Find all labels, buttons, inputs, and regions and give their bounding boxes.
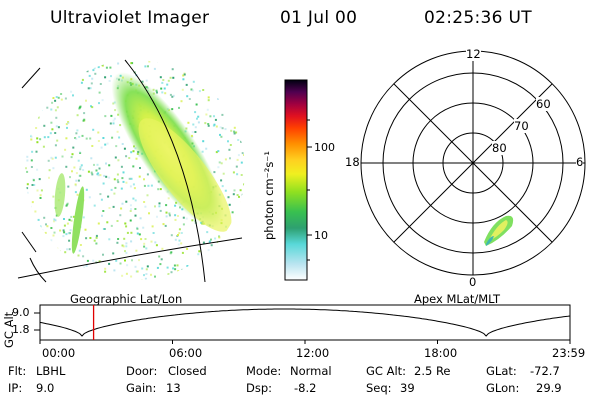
mlt-label-6: 6 xyxy=(576,155,584,169)
instrument-title: Ultraviolet Imager xyxy=(50,8,210,28)
dsp-value: -8.2 xyxy=(294,381,317,395)
geographic-caption: Geographic Lat/Lon xyxy=(70,292,183,306)
glat-value: -72.7 xyxy=(530,364,560,378)
geo-meridian xyxy=(124,59,206,283)
date-label: 01 Jul 00 xyxy=(280,8,358,28)
dsp-label: Dsp: xyxy=(246,381,273,395)
glon-value: 29.9 xyxy=(536,381,562,395)
mlt-label-18: 18 xyxy=(345,155,360,169)
ip-value: 9.0 xyxy=(36,381,55,395)
lat-label-80: 80 xyxy=(492,141,507,155)
alt-ytick-1.8: 1.8 xyxy=(12,323,30,336)
apex-caption: Apex MLat/MLT xyxy=(414,292,501,306)
alt-xtick-2359: 23:59 xyxy=(552,346,586,360)
alt-xtick-1800: 18:00 xyxy=(424,346,458,360)
mlt-label-0: 0 xyxy=(469,275,477,289)
colorbar xyxy=(284,79,308,281)
lat-label-70: 70 xyxy=(514,119,529,133)
mode-label: Mode: xyxy=(246,364,282,378)
polar-plot xyxy=(360,50,586,276)
lat-label-60: 60 xyxy=(536,97,551,111)
glon-label: GLon: xyxy=(486,381,520,395)
gain-label: Gain: xyxy=(126,381,157,395)
alt-xtick-1200: 12:00 xyxy=(296,346,330,360)
alt-xtick-0600: 06:00 xyxy=(169,346,203,360)
seq-value: 39 xyxy=(400,381,415,395)
mlt-label-12: 12 xyxy=(466,47,481,61)
polar-aurora xyxy=(484,215,514,246)
gc-alt-label: GC Alt: xyxy=(366,364,407,378)
ip-label: IP: xyxy=(8,381,23,395)
colorbar-tick-10: 10 xyxy=(314,229,328,242)
gain-value: 13 xyxy=(166,381,181,395)
door-value: Closed xyxy=(168,364,207,378)
gc-alt-value: 2.5 Re xyxy=(414,364,451,378)
time-label: 02:25:36 UT xyxy=(424,8,532,28)
colorbar-unit-label: photon cm⁻²s⁻¹ xyxy=(262,151,276,240)
seq-label: Seq: xyxy=(366,381,392,395)
door-label: Door: xyxy=(126,364,158,378)
colorbar-tick-100: 100 xyxy=(314,141,335,154)
filter-value: LBHL xyxy=(36,364,66,378)
geo-parallel xyxy=(17,237,243,279)
filter-label: Flt: xyxy=(8,364,27,378)
geographic-image xyxy=(25,60,245,280)
alt-ytick-9: 9.0 xyxy=(12,306,30,319)
alt-xtick-0000: 00:00 xyxy=(42,346,76,360)
mode-value: Normal xyxy=(290,364,332,378)
altitude-curve xyxy=(39,308,571,337)
glat-label: GLat: xyxy=(486,364,517,378)
altitude-strip-frame xyxy=(39,304,571,341)
